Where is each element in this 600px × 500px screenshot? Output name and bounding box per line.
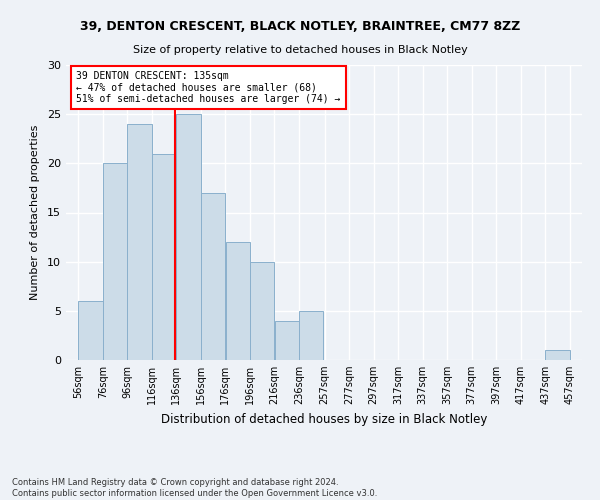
Bar (79, 301, 103, 360)
Bar (299, 311, 323, 360)
Bar (275, 320, 299, 360)
Text: 39 DENTON CRESCENT: 135sqm
← 47% of detached houses are smaller (68)
51% of semi: 39 DENTON CRESCENT: 135sqm ← 47% of deta… (76, 71, 341, 104)
Bar (250, 262, 274, 360)
Bar (152, 154, 176, 360)
Y-axis label: Number of detached properties: Number of detached properties (30, 125, 40, 300)
Bar (201, 193, 225, 360)
Bar (545, 350, 569, 360)
Text: Contains HM Land Registry data © Crown copyright and database right 2024.
Contai: Contains HM Land Registry data © Crown c… (12, 478, 377, 498)
Bar (176, 114, 200, 360)
Bar (127, 124, 152, 360)
Bar (226, 242, 250, 360)
X-axis label: Distribution of detached houses by size in Black Notley: Distribution of detached houses by size … (161, 412, 487, 426)
Text: 39, DENTON CRESCENT, BLACK NOTLEY, BRAINTREE, CM77 8ZZ: 39, DENTON CRESCENT, BLACK NOTLEY, BRAIN… (80, 20, 520, 33)
Text: Size of property relative to detached houses in Black Notley: Size of property relative to detached ho… (133, 45, 467, 55)
Bar (103, 164, 127, 360)
